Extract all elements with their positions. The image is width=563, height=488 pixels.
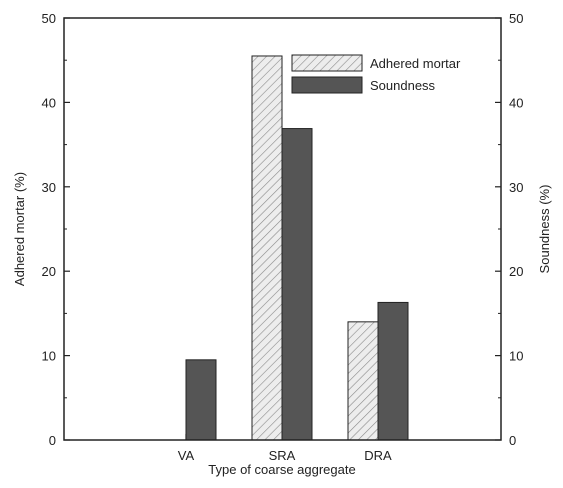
legend-swatch-adhered-mortar bbox=[292, 55, 362, 71]
y-tick-label-left: 20 bbox=[42, 264, 56, 279]
y-tick-label-right: 50 bbox=[509, 11, 523, 26]
y-tick-label-left: 10 bbox=[42, 349, 56, 364]
y-tick-label-right: 40 bbox=[509, 95, 523, 110]
bar-soundness-va bbox=[186, 360, 216, 440]
legend-label-soundness: Soundness bbox=[370, 78, 436, 93]
legend-label-adhered-mortar: Adhered mortar bbox=[370, 56, 461, 71]
legend-swatch-soundness bbox=[292, 77, 362, 93]
x-tick-label-dra: DRA bbox=[364, 448, 392, 463]
bar-soundness-dra bbox=[378, 302, 408, 440]
y-tick-label-left: 50 bbox=[42, 11, 56, 26]
y-axis-label-right: Soundness (%) bbox=[537, 185, 552, 274]
y-axis-label-left: Adhered mortar (%) bbox=[12, 172, 27, 286]
legend: Adhered mortar Soundness bbox=[292, 55, 461, 93]
bar-soundness-sra bbox=[282, 129, 312, 440]
y-tick-label-left: 40 bbox=[42, 95, 56, 110]
x-tick-label-sra: SRA bbox=[269, 448, 296, 463]
bars-layer bbox=[186, 56, 408, 440]
y-tick-label-right: 10 bbox=[509, 349, 523, 364]
y-tick-label-right: 30 bbox=[509, 180, 523, 195]
y-tick-label-right: 0 bbox=[509, 433, 516, 448]
x-tick-label-va: VA bbox=[178, 448, 195, 463]
bar-adhered-mortar-dra bbox=[348, 322, 378, 440]
x-axis-label: Type of coarse aggregate bbox=[208, 462, 355, 477]
y-tick-label-right: 20 bbox=[509, 264, 523, 279]
bar-adhered-mortar-sra bbox=[252, 56, 282, 440]
y-tick-label-left: 0 bbox=[49, 433, 56, 448]
y-tick-label-left: 30 bbox=[42, 180, 56, 195]
